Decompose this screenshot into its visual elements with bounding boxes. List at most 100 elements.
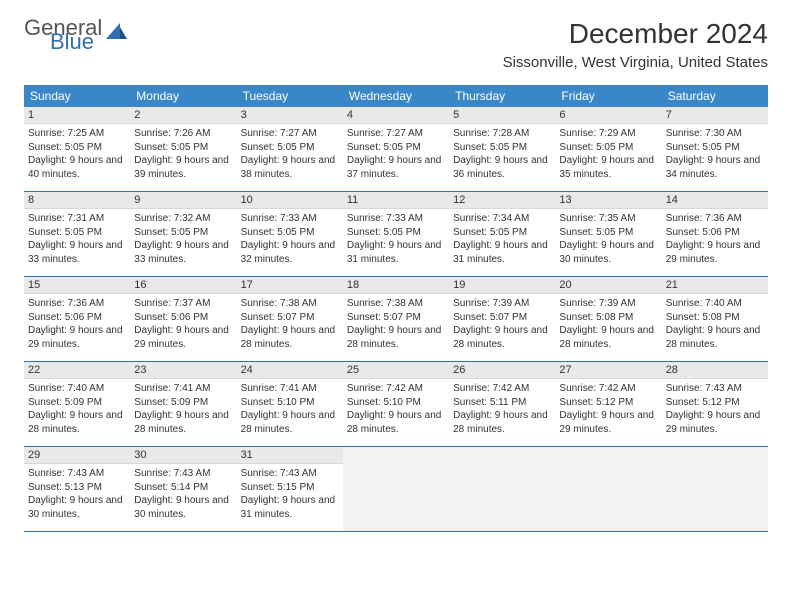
day-header: Saturday: [662, 85, 768, 107]
day-info: Sunrise: 7:40 AMSunset: 5:08 PMDaylight:…: [666, 297, 764, 351]
week-row: 8 Sunrise: 7:31 AMSunset: 5:05 PMDaylight…: [24, 192, 768, 277]
day-number: 28: [662, 362, 768, 379]
day-cell-empty: [555, 447, 661, 531]
day-header: Friday: [555, 85, 661, 107]
day-info: Sunrise: 7:33 AMSunset: 5:05 PMDaylight:…: [241, 212, 339, 266]
day-number: 6: [555, 107, 661, 124]
day-cell: 14 Sunrise: 7:36 AMSunset: 5:06 PMDayligh…: [662, 192, 768, 276]
day-number: 22: [24, 362, 130, 379]
day-info: Sunrise: 7:26 AMSunset: 5:05 PMDaylight:…: [134, 127, 232, 181]
day-number: 27: [555, 362, 661, 379]
day-cell: 3 Sunrise: 7:27 AMSunset: 5:05 PMDaylight…: [237, 107, 343, 191]
day-info: Sunrise: 7:36 AMSunset: 5:06 PMDaylight:…: [666, 212, 764, 266]
logo-word-blue: Blue: [50, 32, 102, 52]
day-number: 13: [555, 192, 661, 209]
day-info: Sunrise: 7:34 AMSunset: 5:05 PMDaylight:…: [453, 212, 551, 266]
logo: General Blue: [24, 18, 128, 52]
day-cell: 17Sunrise: 7:38 AMSunset: 5:07 PMDayligh…: [237, 277, 343, 361]
logo-text: General Blue: [24, 18, 102, 52]
day-cell: 4Sunrise: 7:27 AMSunset: 5:05 PMDaylight…: [343, 107, 449, 191]
title-block: December 2024 Sissonville, West Virginia…: [503, 18, 768, 71]
day-cell: 30 Sunrise: 7:43 AMSunset: 5:14 PMDayligh…: [130, 447, 236, 531]
day-cell: 13Sunrise: 7:35 AMSunset: 5:05 PMDayligh…: [555, 192, 661, 276]
calendar: SundayMondayTuesdayWednesdayThursdayFrid…: [24, 85, 768, 532]
day-info: Sunrise: 7:41 AMSunset: 5:10 PMDaylight:…: [241, 382, 339, 436]
day-cell: 1 Sunrise: 7:25 AMSunset: 5:05 PMDaylight…: [24, 107, 130, 191]
day-cell: 15 Sunrise: 7:36 AMSunset: 5:06 PMDayligh…: [24, 277, 130, 361]
day-info: Sunrise: 7:43 AMSunset: 5:15 PMDaylight:…: [241, 467, 339, 521]
day-number: 23: [130, 362, 236, 379]
day-info: Sunrise: 7:39 AMSunset: 5:08 PMDaylight:…: [559, 297, 657, 351]
day-cell: 2Sunrise: 7:26 AMSunset: 5:05 PMDaylight…: [130, 107, 236, 191]
day-number: 29: [24, 447, 130, 464]
day-number: 14: [662, 192, 768, 209]
day-cell: 10Sunrise: 7:33 AMSunset: 5:05 PMDayligh…: [237, 192, 343, 276]
day-number: 12: [449, 192, 555, 209]
day-cell: 26Sunrise: 7:42 AMSunset: 5:11 PMDayligh…: [449, 362, 555, 446]
day-header: Sunday: [24, 85, 130, 107]
week-row: 22 Sunrise: 7:40 AMSunset: 5:09 PMDayligh…: [24, 362, 768, 447]
day-info: Sunrise: 7:27 AMSunset: 5:05 PMDaylight:…: [241, 127, 339, 181]
day-info: Sunrise: 7:28 AMSunset: 5:05 PMDaylight:…: [453, 127, 551, 181]
day-number: 9: [130, 192, 236, 209]
day-cell: 7 Sunrise: 7:30 AMSunset: 5:05 PMDaylight…: [662, 107, 768, 191]
day-cell-empty: [449, 447, 555, 531]
page-title: December 2024: [503, 18, 768, 50]
day-info: Sunrise: 7:43 AMSunset: 5:14 PMDaylight:…: [134, 467, 232, 521]
day-cell: 8 Sunrise: 7:31 AMSunset: 5:05 PMDaylight…: [24, 192, 130, 276]
week-row: 1 Sunrise: 7:25 AMSunset: 5:05 PMDaylight…: [24, 107, 768, 192]
day-info: Sunrise: 7:30 AMSunset: 5:05 PMDaylight:…: [666, 127, 764, 181]
week-row: 29 Sunrise: 7:43 AMSunset: 5:13 PMDayligh…: [24, 447, 768, 532]
day-cell-empty: [343, 447, 449, 531]
day-cell: 23 Sunrise: 7:41 AMSunset: 5:09 PMDayligh…: [130, 362, 236, 446]
day-number: 19: [449, 277, 555, 294]
day-header: Tuesday: [237, 85, 343, 107]
day-cell: 29 Sunrise: 7:43 AMSunset: 5:13 PMDayligh…: [24, 447, 130, 531]
day-info: Sunrise: 7:43 AMSunset: 5:12 PMDaylight:…: [666, 382, 764, 436]
day-number: 3: [237, 107, 343, 124]
day-info: Sunrise: 7:33 AMSunset: 5:05 PMDaylight:…: [347, 212, 445, 266]
day-number: 25: [343, 362, 449, 379]
week-row: 15 Sunrise: 7:36 AMSunset: 5:06 PMDayligh…: [24, 277, 768, 362]
day-info: Sunrise: 7:39 AMSunset: 5:07 PMDaylight:…: [453, 297, 551, 351]
day-number: 1: [24, 107, 130, 124]
day-info: Sunrise: 7:42 AMSunset: 5:10 PMDaylight:…: [347, 382, 445, 436]
day-cell: 18Sunrise: 7:38 AMSunset: 5:07 PMDayligh…: [343, 277, 449, 361]
day-cell: 16Sunrise: 7:37 AMSunset: 5:06 PMDayligh…: [130, 277, 236, 361]
day-number: 30: [130, 447, 236, 464]
day-cell: 31Sunrise: 7:43 AMSunset: 5:15 PMDayligh…: [237, 447, 343, 531]
day-info: Sunrise: 7:36 AMSunset: 5:06 PMDaylight:…: [28, 297, 126, 351]
day-info: Sunrise: 7:25 AMSunset: 5:05 PMDaylight:…: [28, 127, 126, 181]
day-cell: 11Sunrise: 7:33 AMSunset: 5:05 PMDayligh…: [343, 192, 449, 276]
page-header: General Blue December 2024 Sissonville, …: [0, 0, 792, 79]
day-header: Wednesday: [343, 85, 449, 107]
day-cell: 24Sunrise: 7:41 AMSunset: 5:10 PMDayligh…: [237, 362, 343, 446]
day-number: 7: [662, 107, 768, 124]
day-cell: 19 Sunrise: 7:39 AMSunset: 5:07 PMDayligh…: [449, 277, 555, 361]
day-info: Sunrise: 7:43 AMSunset: 5:13 PMDaylight:…: [28, 467, 126, 521]
day-header: Monday: [130, 85, 236, 107]
day-number: 4: [343, 107, 449, 124]
day-cell: 21 Sunrise: 7:40 AMSunset: 5:08 PMDayligh…: [662, 277, 768, 361]
day-cell: 12 Sunrise: 7:34 AMSunset: 5:05 PMDayligh…: [449, 192, 555, 276]
day-cell-empty: [662, 447, 768, 531]
day-info: Sunrise: 7:42 AMSunset: 5:12 PMDaylight:…: [559, 382, 657, 436]
day-cell: 27 Sunrise: 7:42 AMSunset: 5:12 PMDayligh…: [555, 362, 661, 446]
day-info: Sunrise: 7:41 AMSunset: 5:09 PMDaylight:…: [134, 382, 232, 436]
page-subtitle: Sissonville, West Virginia, United State…: [503, 54, 768, 71]
day-number: 5: [449, 107, 555, 124]
weeks-container: 1 Sunrise: 7:25 AMSunset: 5:05 PMDaylight…: [24, 107, 768, 532]
day-cell: 9Sunrise: 7:32 AMSunset: 5:05 PMDaylight…: [130, 192, 236, 276]
day-info: Sunrise: 7:37 AMSunset: 5:06 PMDaylight:…: [134, 297, 232, 351]
day-info: Sunrise: 7:38 AMSunset: 5:07 PMDaylight:…: [241, 297, 339, 351]
day-number: 26: [449, 362, 555, 379]
day-info: Sunrise: 7:31 AMSunset: 5:05 PMDaylight:…: [28, 212, 126, 266]
day-number: 8: [24, 192, 130, 209]
day-info: Sunrise: 7:40 AMSunset: 5:09 PMDaylight:…: [28, 382, 126, 436]
day-number: 21: [662, 277, 768, 294]
logo-triangle-icon: [106, 21, 128, 48]
day-cell: 6Sunrise: 7:29 AMSunset: 5:05 PMDaylight…: [555, 107, 661, 191]
day-cell: 5 Sunrise: 7:28 AMSunset: 5:05 PMDaylight…: [449, 107, 555, 191]
day-number: 15: [24, 277, 130, 294]
day-cell: 22 Sunrise: 7:40 AMSunset: 5:09 PMDayligh…: [24, 362, 130, 446]
